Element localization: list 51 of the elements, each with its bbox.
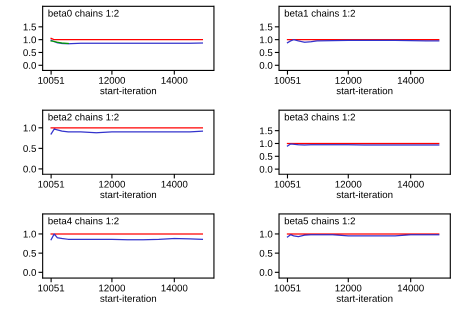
x-axis-title: start-iteration (100, 87, 156, 94)
y-tick-label: 1.0 (260, 230, 272, 238)
chart-title: beta4 chains 1:2 (48, 217, 119, 224)
y-tick-label: 0.5 (23, 250, 36, 257)
x-tick-label: 12000 (336, 180, 362, 188)
y-tick-label: 0.0 (23, 166, 36, 173)
x-tick-label: 12000 (99, 76, 126, 84)
chart-title: beta0 chains 1:2 (48, 10, 119, 17)
x-axis-title: start-iteration (336, 87, 392, 94)
y-tick-label: 0.0 (23, 62, 36, 69)
y-tick-label: 1.0 (260, 140, 272, 148)
x-tick-label: 12000 (336, 76, 362, 84)
y-tick-label: 0.5 (260, 153, 272, 160)
y-tick-label: 1.0 (24, 230, 36, 238)
x-axis-title: start-iteration (336, 190, 392, 198)
x-axis-title: start-iteration (100, 294, 156, 302)
x-tick-label: 14000 (162, 76, 188, 84)
y-tick-label: 1.0 (24, 124, 36, 132)
x-tick-label: 14000 (398, 180, 424, 188)
y-tick-label: 0.0 (260, 62, 272, 69)
x-axis-title: start-iteration (100, 190, 156, 198)
x-tick-label: 14000 (162, 284, 188, 292)
chart-title: beta1 chains 1:2 (284, 10, 356, 17)
y-tick-label: 0.0 (260, 166, 272, 173)
y-tick-label: 1.0 (260, 36, 272, 44)
x-tick-label: 14000 (398, 284, 424, 292)
y-tick-label: 1.5 (260, 127, 272, 134)
x-tick-label: 10051 (274, 284, 301, 292)
y-tick-label: 1.5 (260, 24, 272, 30)
y-tick-label: 0.5 (260, 49, 272, 56)
x-tick-label: 12000 (336, 284, 362, 292)
x-tick-label: 14000 (162, 180, 188, 188)
y-tick-label: 0.5 (260, 250, 272, 257)
x-tick-label: 10051 (274, 180, 301, 188)
x-tick-label: 14000 (398, 76, 424, 84)
x-tick-label: 10051 (38, 180, 64, 188)
x-tick-label: 10051 (274, 76, 301, 84)
y-tick-label: 0.5 (23, 49, 36, 56)
x-tick-label: 12000 (99, 180, 126, 188)
y-tick-label: 1.5 (24, 24, 36, 30)
x-tick-label: 10051 (38, 76, 64, 84)
y-tick-label: 0.0 (23, 269, 36, 276)
x-tick-label: 10051 (38, 284, 64, 292)
y-tick-label: 0.5 (23, 145, 36, 152)
x-axis-title: start-iteration (336, 294, 392, 302)
x-tick-label: 12000 (99, 284, 126, 292)
chart-title: beta3 chains 1:2 (284, 113, 356, 120)
y-tick-label: 0.0 (260, 269, 272, 276)
chart-title: beta5 chains 1:2 (284, 217, 356, 224)
y-tick-label: 1.0 (24, 36, 36, 44)
chart-title: beta2 chains 1:2 (48, 113, 119, 120)
